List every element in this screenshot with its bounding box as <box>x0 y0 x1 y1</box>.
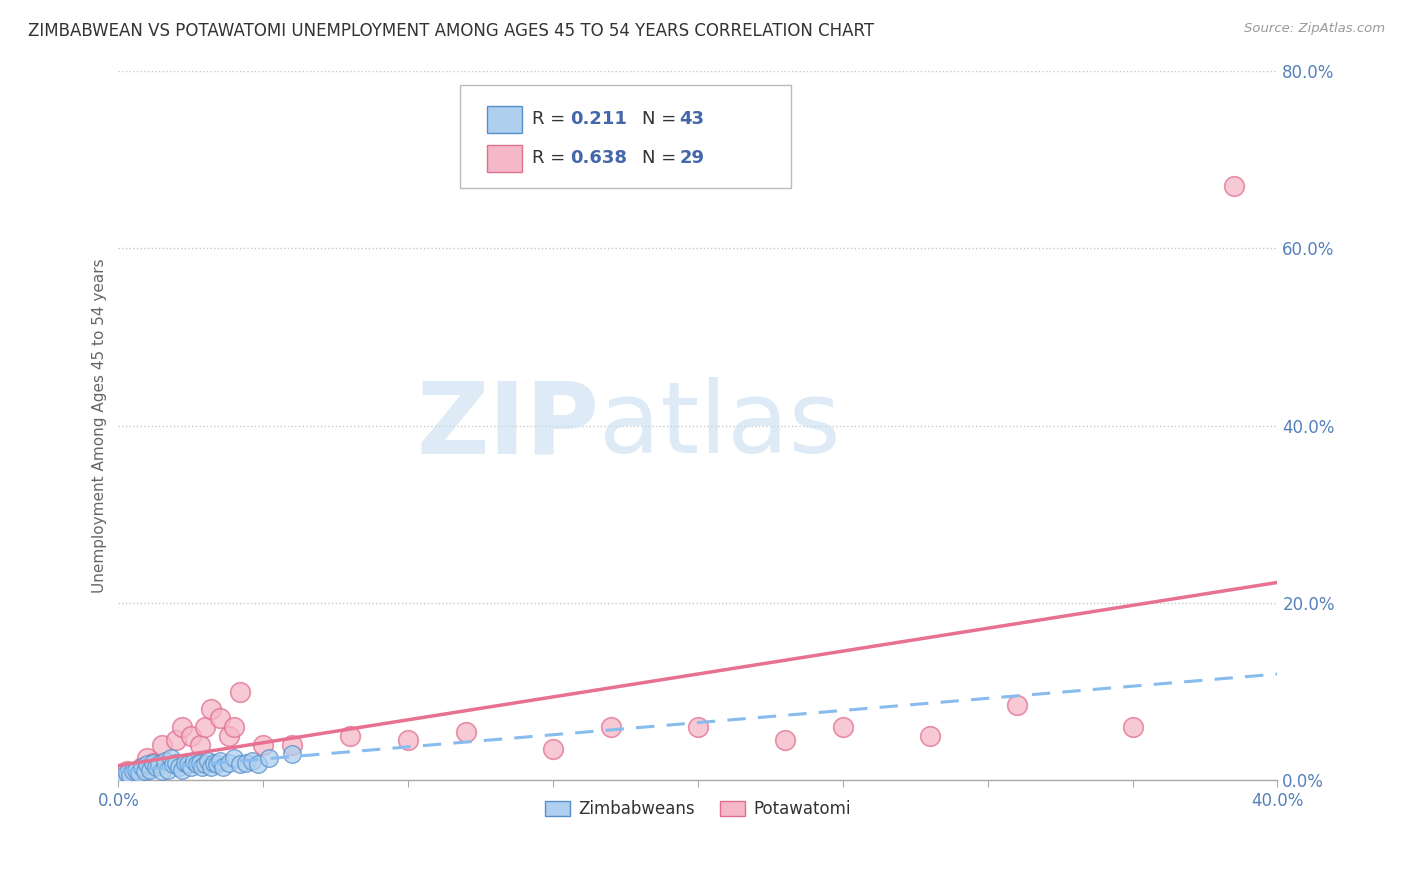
Point <box>177 757 200 772</box>
Point <box>118 768 141 782</box>
Text: N =: N = <box>643 111 682 128</box>
Legend: Zimbabweans, Potawatomi: Zimbabweans, Potawatomi <box>538 794 858 825</box>
Point <box>125 763 148 777</box>
Point <box>600 720 623 734</box>
Point <box>136 757 159 772</box>
Point <box>224 751 246 765</box>
Point <box>150 764 173 779</box>
Point <box>180 729 202 743</box>
Point <box>131 760 153 774</box>
Point <box>202 756 225 770</box>
FancyBboxPatch shape <box>486 145 522 172</box>
Text: Source: ZipAtlas.com: Source: ZipAtlas.com <box>1244 22 1385 36</box>
Point <box>139 763 162 777</box>
Point <box>174 756 197 770</box>
Point <box>142 756 165 770</box>
Point <box>1121 720 1143 734</box>
Point <box>142 756 165 770</box>
Point <box>115 766 138 780</box>
Point <box>218 756 240 770</box>
Point <box>134 764 156 779</box>
Point <box>148 757 170 772</box>
Point <box>180 760 202 774</box>
Point <box>246 757 269 772</box>
Text: N =: N = <box>643 149 682 168</box>
Point <box>150 738 173 752</box>
Point <box>191 760 214 774</box>
Point <box>115 764 138 779</box>
Point <box>131 760 153 774</box>
Text: 29: 29 <box>679 149 704 168</box>
Point <box>188 738 211 752</box>
Point <box>773 733 796 747</box>
Point <box>128 766 150 780</box>
Point <box>188 756 211 770</box>
Text: R =: R = <box>533 149 571 168</box>
Point <box>153 754 176 768</box>
Point <box>229 684 252 698</box>
Point <box>211 760 233 774</box>
Point <box>159 751 181 765</box>
Point <box>112 769 135 783</box>
Text: 0.211: 0.211 <box>571 111 627 128</box>
Point <box>183 754 205 768</box>
Point <box>339 729 361 743</box>
Point <box>145 760 167 774</box>
Point <box>172 763 194 777</box>
Point <box>1005 698 1028 712</box>
Point <box>205 757 228 772</box>
Point <box>165 756 187 770</box>
Text: ZIMBABWEAN VS POTAWATOMI UNEMPLOYMENT AMONG AGES 45 TO 54 YEARS CORRELATION CHAR: ZIMBABWEAN VS POTAWATOMI UNEMPLOYMENT AM… <box>28 22 875 40</box>
Point <box>456 724 478 739</box>
Point <box>235 756 257 770</box>
Point <box>252 738 274 752</box>
Point <box>194 757 217 772</box>
Point <box>136 751 159 765</box>
Point <box>172 720 194 734</box>
Point <box>831 720 853 734</box>
Point <box>165 733 187 747</box>
Point <box>686 720 709 734</box>
Point <box>281 738 304 752</box>
Point <box>169 760 191 774</box>
FancyBboxPatch shape <box>460 86 790 188</box>
Point <box>156 763 179 777</box>
Point <box>257 751 280 765</box>
Point <box>208 711 231 725</box>
Point <box>240 754 263 768</box>
Point <box>122 764 145 779</box>
Point <box>224 720 246 734</box>
Text: 43: 43 <box>679 111 704 128</box>
Point <box>218 729 240 743</box>
Point <box>200 760 222 774</box>
Point <box>197 754 219 768</box>
Text: ZIP: ZIP <box>416 377 599 475</box>
Point <box>1223 179 1246 194</box>
Point <box>229 757 252 772</box>
Text: atlas: atlas <box>599 377 841 475</box>
Text: R =: R = <box>533 111 571 128</box>
Point <box>918 729 941 743</box>
Y-axis label: Unemployment Among Ages 45 to 54 years: Unemployment Among Ages 45 to 54 years <box>93 259 107 593</box>
Point <box>281 747 304 761</box>
Text: 0.638: 0.638 <box>571 149 627 168</box>
FancyBboxPatch shape <box>486 106 522 133</box>
Point <box>396 733 419 747</box>
Point <box>541 742 564 756</box>
Point <box>186 757 208 772</box>
Point <box>200 702 222 716</box>
Point <box>162 757 184 772</box>
Point <box>194 720 217 734</box>
Point <box>208 754 231 768</box>
